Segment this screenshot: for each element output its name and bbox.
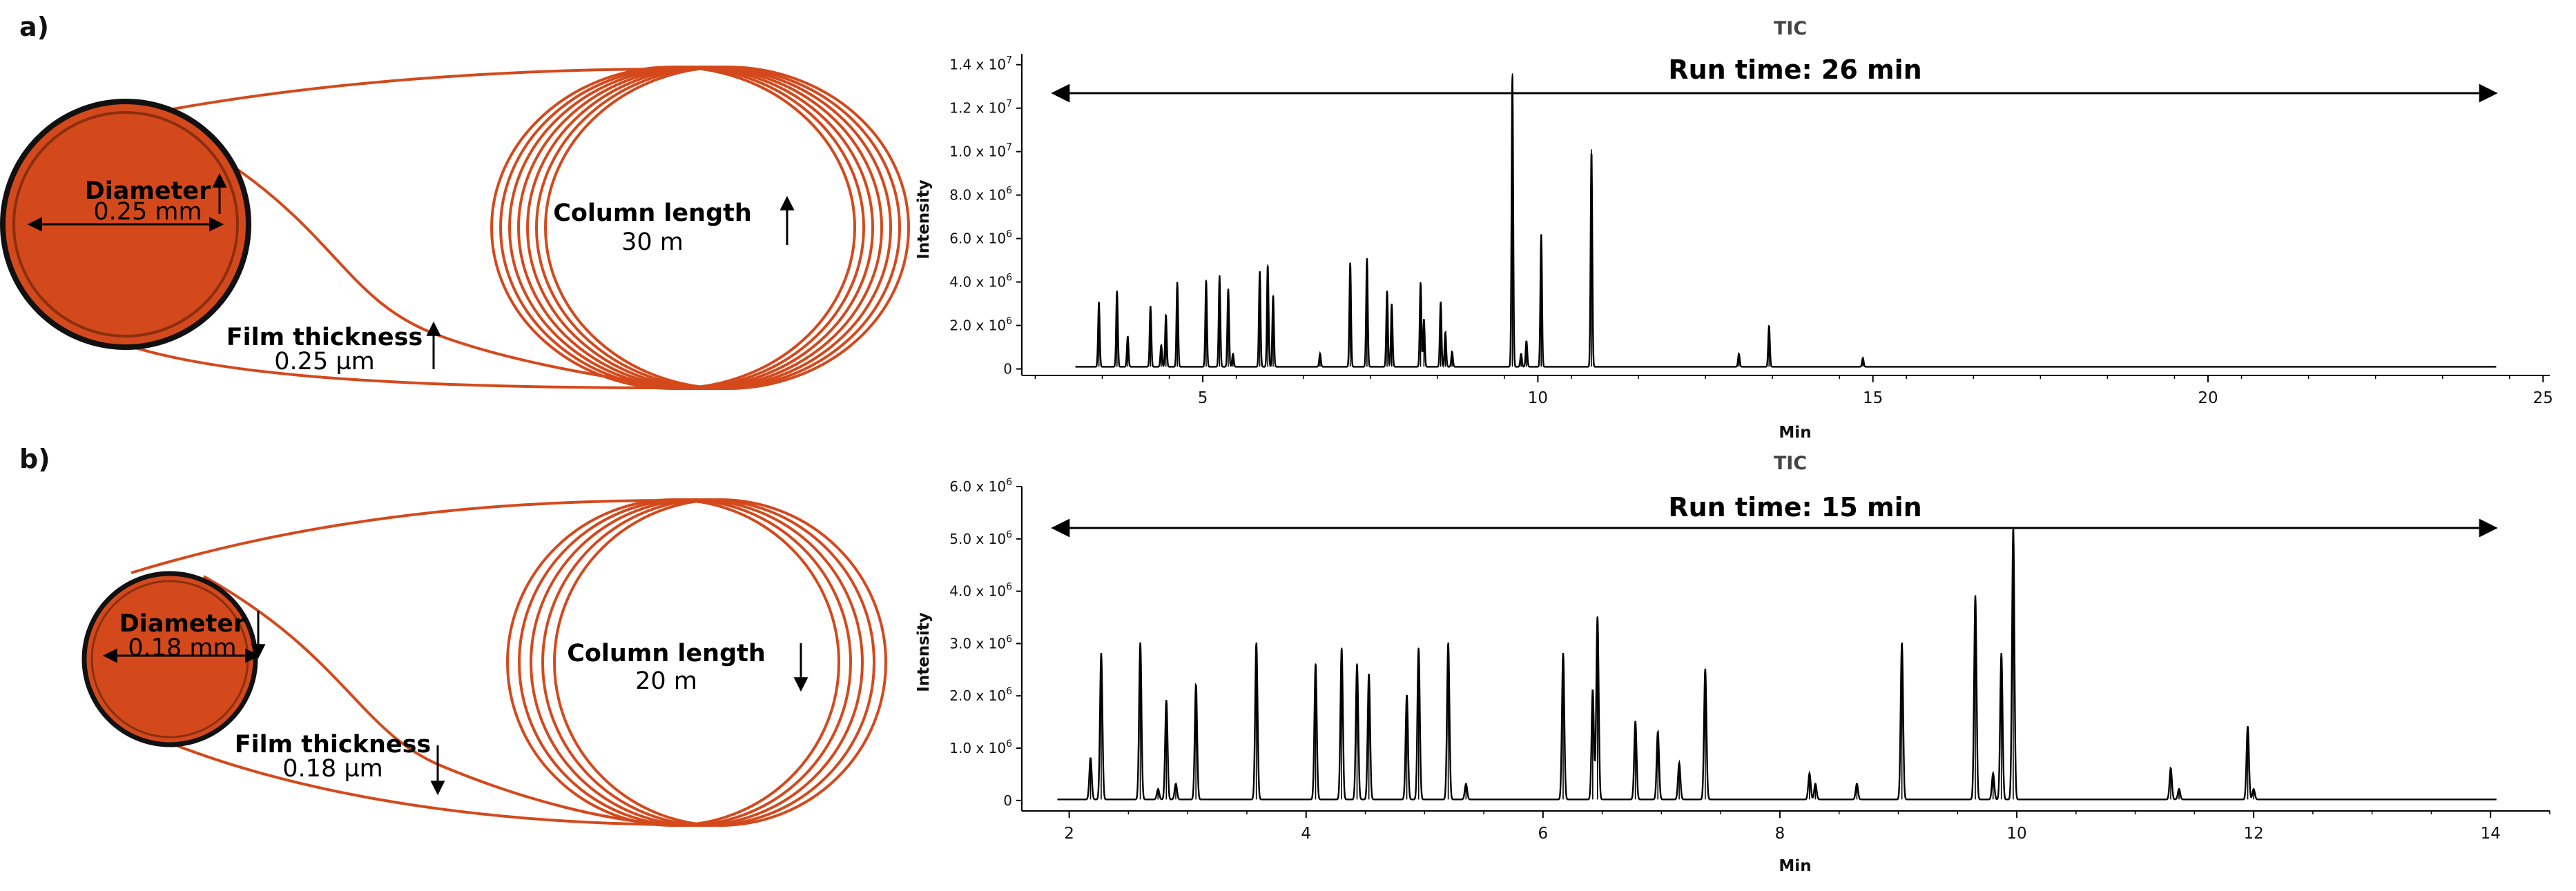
tic-trace-a xyxy=(1075,75,2497,369)
chart-title-b: TIC xyxy=(1774,453,1807,474)
y-tick-label: 2.0 x 106 xyxy=(949,686,1012,704)
chromatogram-a: TIC Run time: 26 min Intensity Min 0 2.0 … xyxy=(915,18,2553,442)
y-tick-label: 1.2 x 107 xyxy=(949,99,1012,117)
x-tick-label: 4 xyxy=(1301,825,1311,843)
chart-title-a: TIC xyxy=(1774,18,1807,39)
film-value-a: 0.25 µm xyxy=(274,348,374,375)
x-tick-label: 14 xyxy=(2481,825,2501,843)
y-tick-label: 5.0 x 106 xyxy=(949,529,1012,547)
panel-b-label: b) xyxy=(19,444,50,474)
column-tail-b xyxy=(203,575,674,826)
film-value-b: 0.18 µm xyxy=(282,755,382,783)
column-coil-a xyxy=(490,66,910,390)
diameter-title-a: Diameter xyxy=(85,177,211,205)
y-tick-label: 0 xyxy=(1003,792,1012,809)
peaks-a xyxy=(1098,73,1863,367)
film-title-a: Film thickness xyxy=(226,324,423,351)
length-value-b: 20 m xyxy=(635,667,697,695)
panel-a-label: a) xyxy=(19,12,49,42)
y-tick-label: 6.0 x 106 xyxy=(949,477,1012,495)
x-axis-title-a: Min xyxy=(1779,424,1811,442)
x-tick-label: 2 xyxy=(1064,825,1074,843)
cross-section-film-a xyxy=(12,111,239,337)
x-tick-label: 8 xyxy=(1775,825,1785,843)
x-axis-title-b: Min xyxy=(1779,857,1811,875)
x-tick-label: 20 xyxy=(2198,389,2218,407)
y-tick-label: 3.0 x 106 xyxy=(949,634,1012,652)
y-ticks-b: 0 1.0 x 106 2.0 x 106 3.0 x 106 4.0 x 106 5.0… xyxy=(949,477,1022,809)
y-tick-label: 1.0 x 107 xyxy=(949,142,1012,160)
tic-trace-b xyxy=(1057,529,2497,801)
column-tail-lower-b xyxy=(158,737,674,826)
runtime-label-b: Run time: 15 min xyxy=(1668,492,1921,522)
x-tick-label: 25 xyxy=(2533,389,2553,407)
diameter-value-a: 0.25 mm xyxy=(93,198,202,226)
runtime-label-a: Run time: 26 min xyxy=(1668,55,1921,85)
x-tick-label: 6 xyxy=(1538,825,1549,843)
chromatogram-b: TIC Run time: 15 min Intensity Min 0 1.0 … xyxy=(915,453,2550,875)
x-ticks-a: 5 10 15 20 25 xyxy=(1034,375,2553,407)
y-axis-title-b: Intensity xyxy=(915,612,933,692)
x-tick-label: 12 xyxy=(2243,825,2263,843)
y-tick-label: 4.0 x 106 xyxy=(949,582,1012,600)
y-tick-label: 1.4 x 107 xyxy=(949,55,1012,73)
diameter-value-b: 0.18 mm xyxy=(128,634,236,662)
x-tick-label: 10 xyxy=(2006,825,2026,843)
x-tick-label: 10 xyxy=(1528,389,1548,407)
column-tail-upper-a xyxy=(146,68,674,115)
column-coil-b xyxy=(506,498,887,827)
y-axis-title-a: Intensity xyxy=(915,179,933,259)
column-diagram-b: Diameter 0.18 mm Film thickness 0.18 µm … xyxy=(81,498,887,827)
column-diagram-a: Diameter 0.25 mm Film thickness 0.25 µm … xyxy=(0,66,910,390)
y-tick-label: 8.0 x 106 xyxy=(949,186,1012,204)
peaks-b xyxy=(1090,527,2254,800)
column-tail-a xyxy=(146,115,674,388)
y-tick-label: 2.0 x 106 xyxy=(949,316,1012,334)
length-value-a: 30 m xyxy=(621,228,684,256)
length-title-a: Column length xyxy=(553,199,752,227)
y-ticks-a: 0 2.0 x 106 4.0 x 106 6.0 x 106 8.0 x 106 1.0… xyxy=(949,55,1022,378)
x-tick-label: 5 xyxy=(1198,389,1208,407)
y-tick-label: 1.0 x 106 xyxy=(949,738,1012,756)
x-tick-label: 15 xyxy=(1863,389,1883,407)
column-tail-upper-b xyxy=(130,499,674,574)
length-title-b: Column length xyxy=(567,640,766,667)
x-ticks-b: 2 4 6 8 10 12 14 xyxy=(1064,811,2550,843)
diameter-title-b: Diameter xyxy=(119,610,246,638)
film-title-b: Film thickness xyxy=(235,731,432,758)
y-tick-label: 6.0 x 106 xyxy=(949,229,1012,247)
y-tick-label: 4.0 x 106 xyxy=(949,273,1012,291)
y-tick-label: 0 xyxy=(1003,361,1012,378)
